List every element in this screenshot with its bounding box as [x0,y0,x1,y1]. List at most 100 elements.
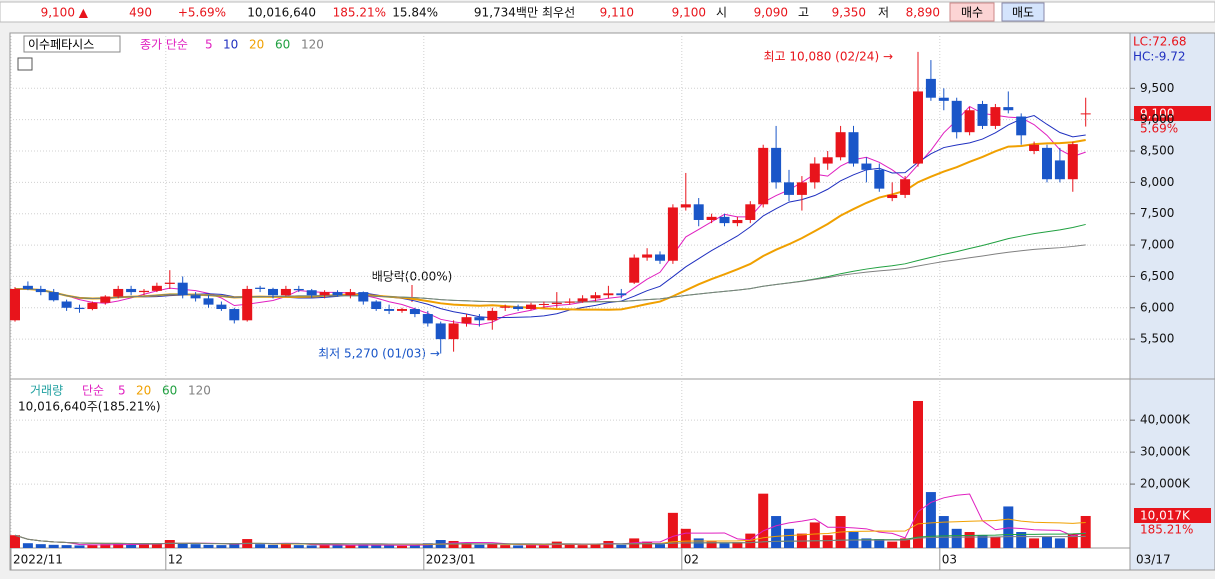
volume-ma-legend: 120 [188,384,211,398]
candle-body [513,306,524,310]
volume-bar [177,543,188,548]
candle-body [719,216,730,224]
price-ma-line [15,244,1086,303]
volume-bar [758,493,769,548]
volume-bar [938,516,949,548]
volume-bar [1016,532,1027,548]
candle-body [590,295,601,299]
volume-bar [680,528,691,548]
end-date: 03/17 [1136,553,1171,567]
candle-body [938,97,949,101]
volume-bar [48,544,59,548]
y-tick-label: 6,000 [1140,300,1174,314]
candle-body [551,302,562,305]
buy-label[interactable]: 매수 [961,6,983,20]
volume-bar [809,522,820,548]
right-axis [1129,32,1215,571]
ma-legend: 120 [301,38,324,52]
candle-body [809,163,820,183]
top-bar [0,1,1215,23]
bid: 9,100 [672,6,706,20]
x-tick-label: 12 [168,553,183,567]
price-ma-line [15,105,1086,326]
volume-bar [255,544,266,548]
x-tick-label: 2023/01 [426,553,476,567]
volume-bar [1080,515,1091,548]
ma-legend: 5 [205,38,213,52]
volume-total: 10,016,640주(185.21%) [18,400,161,414]
volume-bar [35,544,46,548]
candle-body [332,292,343,296]
buy-button[interactable] [949,2,995,22]
y-tick-label: 30,000K [1140,445,1191,459]
candle-body [861,163,872,170]
candle-body [293,288,304,291]
candle-body [900,179,911,195]
volume-bar [126,544,137,548]
volume-bar [990,536,1001,548]
current-price: 9,100 [1140,107,1174,121]
grid-icon[interactable] [17,57,33,71]
candle-body [680,204,691,208]
candle-body [1029,144,1040,152]
y-tick-label: 6,500 [1140,269,1174,283]
candle-body [151,285,162,291]
ma-legend: 20 [249,38,264,52]
volume-bar [771,516,782,548]
candle-body [448,323,459,340]
volume-bar [874,539,885,548]
low: 8,890 [906,6,940,20]
candle-body [139,290,149,293]
y-tick-label: 7,500 [1140,206,1174,220]
volume-bar [371,545,382,548]
candle-body [474,317,485,321]
sell-label[interactable]: 매도 [1012,6,1034,20]
candle-body [203,298,214,305]
volume-bar [784,528,794,548]
volume-bar [409,545,420,548]
candle-body [409,309,420,315]
candle-body [951,100,962,133]
candle-body [616,293,627,296]
volume-bar [887,541,898,548]
ask: 9,110 [600,6,634,20]
candle-body [925,78,936,98]
current-volume: 10,017K [1140,509,1191,523]
volume-bar [397,545,407,548]
volume-bar [151,543,162,548]
candle-body [1016,116,1027,136]
volume-ratio: 185.21% [333,6,386,20]
y-tick-label: 7,000 [1140,238,1174,252]
sell-button[interactable] [1001,2,1045,22]
y-tick-label: 8,000 [1140,175,1174,189]
candle-body [177,282,188,296]
volume-bar [203,544,214,548]
volume-bar [977,535,988,548]
high: 9,350 [832,6,866,20]
y-tick-label: 5,500 [1140,332,1174,346]
candle-body [629,257,640,283]
volume-bar [61,545,72,548]
volume-bar [655,544,665,548]
y-tick-label: 9,000 [1140,112,1174,126]
volume-ma-label: 단순 [82,384,104,398]
volume-bar [1067,533,1078,548]
candle-body [977,103,988,126]
title-box [23,35,121,53]
candle-body [603,293,614,296]
candle-body [319,292,330,296]
open: 9,090 [754,6,788,20]
volume: 10,016,640 [247,6,316,20]
volume-bar [642,541,653,548]
volume-bar [113,543,124,548]
candle-body [61,301,72,308]
best-label: 최우선 [542,6,575,20]
volume-ma-legend: 5 [118,384,126,398]
ma-legend: 60 [275,38,290,52]
candle-body [732,219,743,224]
volume-bar [139,544,149,548]
candle-body [784,182,794,195]
low-label: 저 [878,6,889,20]
volume-bar [1054,538,1065,548]
candle-body [577,298,588,302]
